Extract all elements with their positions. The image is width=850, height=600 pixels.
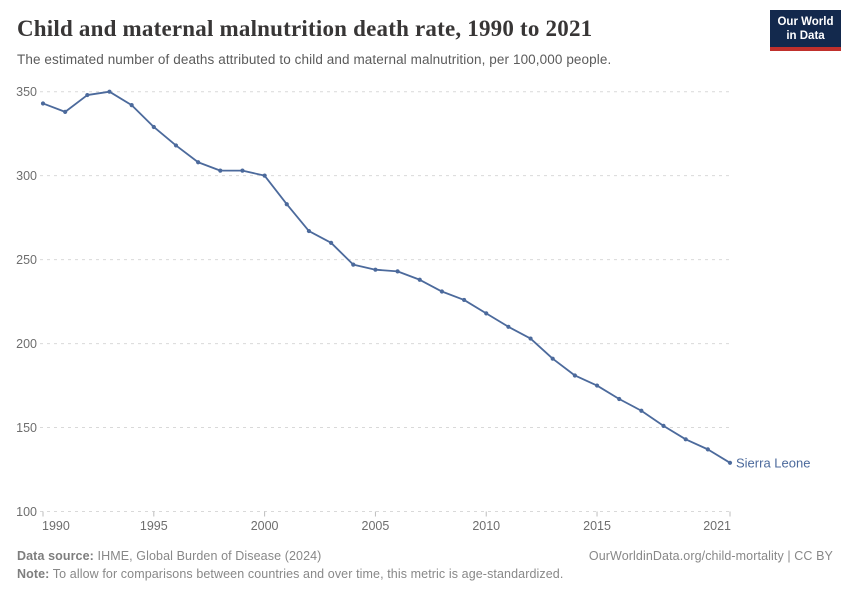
y-axis-tick-label: 150 <box>16 421 37 435</box>
data-point <box>484 311 489 316</box>
data-point <box>218 168 223 173</box>
data-point <box>240 168 245 173</box>
note-text: To allow for comparisons between countri… <box>49 567 564 581</box>
line-chart: 100 150 200 250 300 350 1990 1995 2000 2005 2010 20… <box>0 80 850 540</box>
x-axis-tick-label: 2015 <box>583 519 611 533</box>
data-point <box>151 124 156 130</box>
y-axis-tick-label: 300 <box>16 169 37 183</box>
y-axis-tick-label: 250 <box>16 253 37 267</box>
chart-footer: Data source: IHME, Global Burden of Dise… <box>0 540 850 581</box>
data-point <box>461 297 467 303</box>
chart-title: Child and maternal malnutrition death ra… <box>17 16 593 41</box>
data-point <box>705 447 710 452</box>
data-point <box>40 101 46 106</box>
data-point <box>173 143 179 148</box>
series-line <box>42 90 731 464</box>
note-label: Note: <box>17 567 50 581</box>
chart-header: Child and maternal malnutrition death ra… <box>0 0 850 80</box>
owid-logo-line1: Our World <box>777 16 834 28</box>
owid-logo-line2: in Data <box>786 30 825 43</box>
x-axis-tick-label: 2010 <box>472 519 500 533</box>
data-point <box>639 408 644 413</box>
x-axis-tick-label: 2021 <box>703 519 731 533</box>
y-axis-tick-label: 200 <box>16 337 37 351</box>
data-point <box>351 262 356 267</box>
y-axis-tick-label: 350 <box>16 85 37 99</box>
data-point <box>506 324 511 329</box>
data-point <box>683 437 688 442</box>
data-source: Data source: IHME, Global Burden of Dise… <box>17 549 321 563</box>
data-point <box>395 269 400 274</box>
data-point <box>129 103 134 108</box>
data-point <box>107 89 112 94</box>
chart-subtitle: The estimated number of deaths attribute… <box>17 52 612 67</box>
data-point <box>727 460 733 465</box>
data-point <box>63 109 68 114</box>
note: Note: To allow for comparisons between c… <box>17 567 833 581</box>
data-source-label: Data source: <box>17 549 94 563</box>
data-point <box>196 160 201 165</box>
data-point <box>262 173 267 178</box>
data-point <box>306 228 312 234</box>
data-point <box>373 267 378 272</box>
citation: OurWorldinData.org/child-mortality | CC … <box>588 549 833 563</box>
x-axis-tick-label: 1995 <box>140 519 168 533</box>
y-axis-tick-label: 100 <box>16 505 37 519</box>
data-point <box>85 92 90 98</box>
data-point <box>439 289 445 294</box>
data-point <box>284 202 289 207</box>
data-point <box>594 383 600 388</box>
data-source-text: IHME, Global Burden of Disease (2024) <box>93 549 322 563</box>
data-point <box>550 356 555 361</box>
data-point <box>572 373 577 378</box>
data-point <box>617 396 622 402</box>
entity-label: Sierra Leone <box>736 455 810 470</box>
chart-canvas: 100 150 200 250 300 350 1990 1995 2000 2005 2010 20… <box>16 85 810 533</box>
x-axis-tick-label: 2000 <box>251 519 279 533</box>
data-point <box>661 423 666 428</box>
x-axis-tick-label: 2005 <box>362 519 390 533</box>
owid-logo: Our World in Data <box>770 10 841 51</box>
data-point <box>528 336 533 341</box>
x-axis-tick-label: 1990 <box>42 519 70 533</box>
data-point <box>417 277 422 282</box>
data-point <box>328 240 334 245</box>
